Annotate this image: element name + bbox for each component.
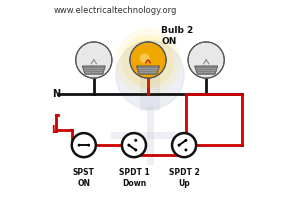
Ellipse shape: [134, 58, 162, 70]
Circle shape: [178, 144, 180, 146]
Text: L: L: [51, 125, 57, 135]
Circle shape: [76, 42, 112, 78]
Text: SPDT 2
Up: SPDT 2 Up: [169, 168, 200, 188]
Text: SPST
ON: SPST ON: [73, 168, 95, 188]
Circle shape: [115, 28, 181, 95]
Polygon shape: [82, 66, 105, 74]
Text: Bulb 2
ON: Bulb 2 ON: [161, 26, 194, 46]
Circle shape: [135, 149, 136, 151]
Circle shape: [185, 140, 187, 141]
Circle shape: [135, 140, 136, 141]
Text: www.electricaltechnology.org: www.electricaltechnology.org: [54, 6, 177, 15]
Circle shape: [172, 133, 196, 157]
Circle shape: [88, 144, 89, 146]
Circle shape: [188, 42, 224, 78]
Polygon shape: [136, 66, 160, 74]
Polygon shape: [195, 66, 218, 74]
Text: N: N: [52, 89, 60, 99]
Circle shape: [122, 133, 146, 157]
FancyBboxPatch shape: [141, 74, 159, 110]
Circle shape: [116, 41, 184, 109]
Circle shape: [72, 133, 96, 157]
Circle shape: [122, 35, 175, 88]
Circle shape: [128, 144, 130, 146]
Circle shape: [185, 149, 187, 151]
Ellipse shape: [80, 58, 108, 70]
Text: SPDT 1
Down: SPDT 1 Down: [118, 168, 149, 188]
Circle shape: [140, 53, 149, 63]
Circle shape: [78, 144, 80, 146]
Circle shape: [130, 42, 166, 78]
Ellipse shape: [192, 58, 220, 70]
